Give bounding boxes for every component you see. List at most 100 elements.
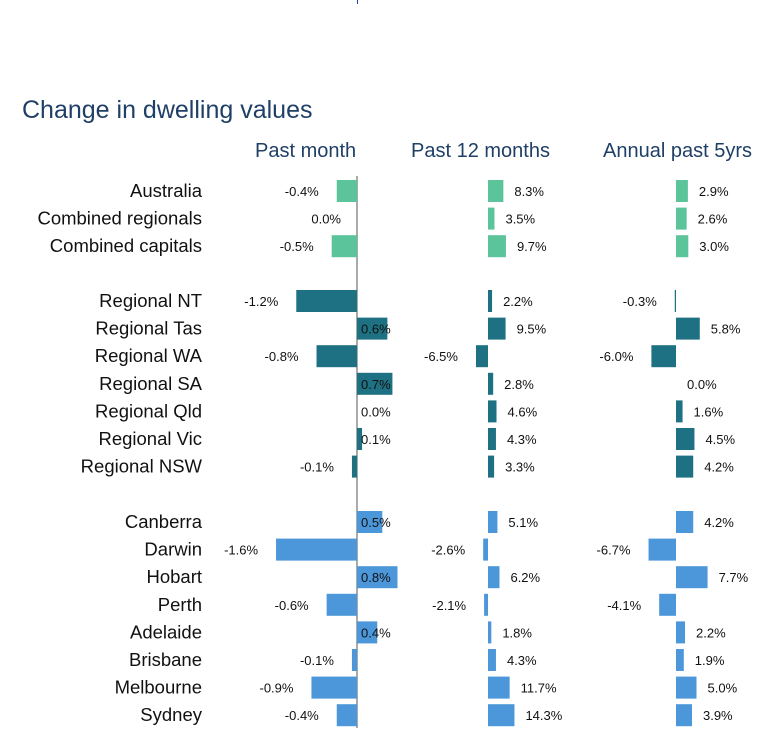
value-label-month-brisbane: -0.1% <box>300 653 334 668</box>
value-label-five-australia: 2.9% <box>699 184 729 199</box>
bar-five-darwin <box>648 538 676 561</box>
row-label-regional-tas: Regional Tas <box>95 318 202 339</box>
bar-five-regional-vic <box>676 428 695 450</box>
bar-five-combined-capitals <box>676 235 689 258</box>
value-label-year-combined-capitals: 9.7% <box>517 239 547 254</box>
bar-year-adelaide <box>488 621 492 644</box>
bar-five-australia <box>676 180 688 202</box>
value-label-year-regional-nsw: 3.3% <box>505 460 535 475</box>
bar-five-regional-tas <box>676 317 700 340</box>
value-label-five-darwin: -6.7% <box>597 543 631 558</box>
bar-year-regional-nt <box>488 290 493 312</box>
value-label-year-melbourne: 11.7% <box>521 681 557 696</box>
row-label-canberra: Canberra <box>125 511 203 532</box>
bar-year-darwin <box>483 538 488 561</box>
bar-year-sydney <box>488 704 515 727</box>
bar-year-regional-qld <box>488 400 497 423</box>
bar-five-perth <box>659 593 676 616</box>
row-label-combined-regionals: Combined regionals <box>37 208 202 229</box>
value-label-five-canberra: 4.2% <box>704 515 734 530</box>
bar-five-regional-nt <box>674 290 676 312</box>
row-label-regional-nsw: Regional NSW <box>81 456 203 477</box>
bar-month-combined-capitals <box>331 235 357 258</box>
value-label-month-regional-sa: 0.7% <box>361 377 391 392</box>
bar-year-regional-tas <box>488 317 506 340</box>
value-label-year-regional-qld: 4.6% <box>508 404 538 419</box>
value-label-five-brisbane: 1.9% <box>695 653 725 668</box>
value-label-year-adelaide: 1.8% <box>502 625 532 640</box>
value-label-five-perth: -4.1% <box>607 598 641 613</box>
bar-month-hobart <box>357 566 398 589</box>
bar-year-combined-regionals <box>488 207 495 230</box>
row-label-melbourne: Melbourne <box>115 677 202 698</box>
value-label-month-hobart: 0.8% <box>361 570 391 585</box>
bar-five-combined-regionals <box>676 207 687 230</box>
value-label-month-australia: -0.4% <box>285 184 319 199</box>
bar-month-regional-nt <box>296 290 357 312</box>
value-label-year-brisbane: 4.3% <box>507 653 537 668</box>
row-label-hobart: Hobart <box>146 566 202 587</box>
bar-month-adelaide <box>357 621 378 644</box>
value-label-month-regional-nt: -1.2% <box>244 294 278 309</box>
bar-month-regional-sa <box>357 372 393 395</box>
bar-five-adelaide <box>676 621 686 644</box>
bar-five-regional-nsw <box>676 455 694 478</box>
bar-year-regional-vic <box>488 428 496 450</box>
row-label-regional-wa: Regional WA <box>95 345 203 366</box>
bar-year-regional-wa <box>475 345 488 368</box>
value-label-month-adelaide: 0.4% <box>361 625 391 640</box>
bar-five-sydney <box>676 704 692 727</box>
bar-month-melbourne <box>311 676 357 699</box>
bar-month-regional-wa <box>316 345 357 368</box>
bar-year-regional-sa <box>488 372 494 395</box>
bar-month-canberra <box>357 511 383 533</box>
row-label-australia: Australia <box>130 180 203 201</box>
bar-year-canberra <box>488 511 498 533</box>
bar-month-brisbane <box>351 649 357 671</box>
bar-year-hobart <box>488 566 500 589</box>
value-label-five-hobart: 7.7% <box>719 570 749 585</box>
value-label-year-regional-wa: -6.5% <box>424 349 458 364</box>
bar-year-regional-nsw <box>488 455 495 478</box>
value-label-month-sydney: -0.4% <box>285 708 319 723</box>
value-label-year-hobart: 6.2% <box>510 570 540 585</box>
value-label-month-regional-qld: 0.0% <box>361 404 391 419</box>
value-label-five-melbourne: 5.0% <box>708 681 738 696</box>
value-label-year-regional-sa: 2.8% <box>504 377 534 392</box>
value-label-year-regional-vic: 4.3% <box>507 432 537 447</box>
value-label-year-regional-nt: 2.2% <box>503 294 533 309</box>
bar-five-melbourne <box>676 676 697 699</box>
value-label-year-perth: -2.1% <box>432 598 466 613</box>
value-label-year-darwin: -2.6% <box>431 543 465 558</box>
row-label-regional-nt: Regional NT <box>99 290 202 311</box>
bar-five-regional-qld <box>676 400 683 423</box>
value-label-year-combined-regionals: 3.5% <box>505 212 535 227</box>
row-label-brisbane: Brisbane <box>129 649 202 670</box>
row-label-perth: Perth <box>158 594 202 615</box>
row-label-darwin: Darwin <box>144 539 202 560</box>
row-label-regional-vic: Regional Vic <box>98 428 202 449</box>
value-label-five-regional-nsw: 4.2% <box>704 460 734 475</box>
stray-tick-mark <box>357 0 358 4</box>
bar-month-regional-tas <box>357 317 388 340</box>
row-label-regional-sa: Regional SA <box>99 373 203 394</box>
value-label-month-regional-wa: -0.8% <box>265 349 299 364</box>
row-label-sydney: Sydney <box>140 704 202 725</box>
bar-month-darwin <box>276 538 357 561</box>
value-label-five-combined-capitals: 3.0% <box>699 239 729 254</box>
bar-month-regional-nsw <box>351 455 357 478</box>
value-label-year-sydney: 14.3% <box>525 708 562 723</box>
value-label-month-combined-capitals: -0.5% <box>280 239 314 254</box>
value-label-month-regional-vic: 0.1% <box>361 432 391 447</box>
bar-five-hobart <box>676 566 708 589</box>
value-label-year-regional-tas: 9.5% <box>517 322 547 337</box>
value-label-five-sydney: 3.9% <box>703 708 733 723</box>
bar-month-perth <box>326 593 357 616</box>
value-label-five-regional-sa: 0.0% <box>687 377 717 392</box>
value-label-five-adelaide: 2.2% <box>696 625 726 640</box>
bar-month-australia <box>336 180 357 202</box>
value-label-five-regional-qld: 1.6% <box>694 404 724 419</box>
bar-year-brisbane <box>488 649 496 671</box>
value-label-five-regional-nt: -0.3% <box>623 294 657 309</box>
bar-month-regional-vic <box>357 428 363 450</box>
